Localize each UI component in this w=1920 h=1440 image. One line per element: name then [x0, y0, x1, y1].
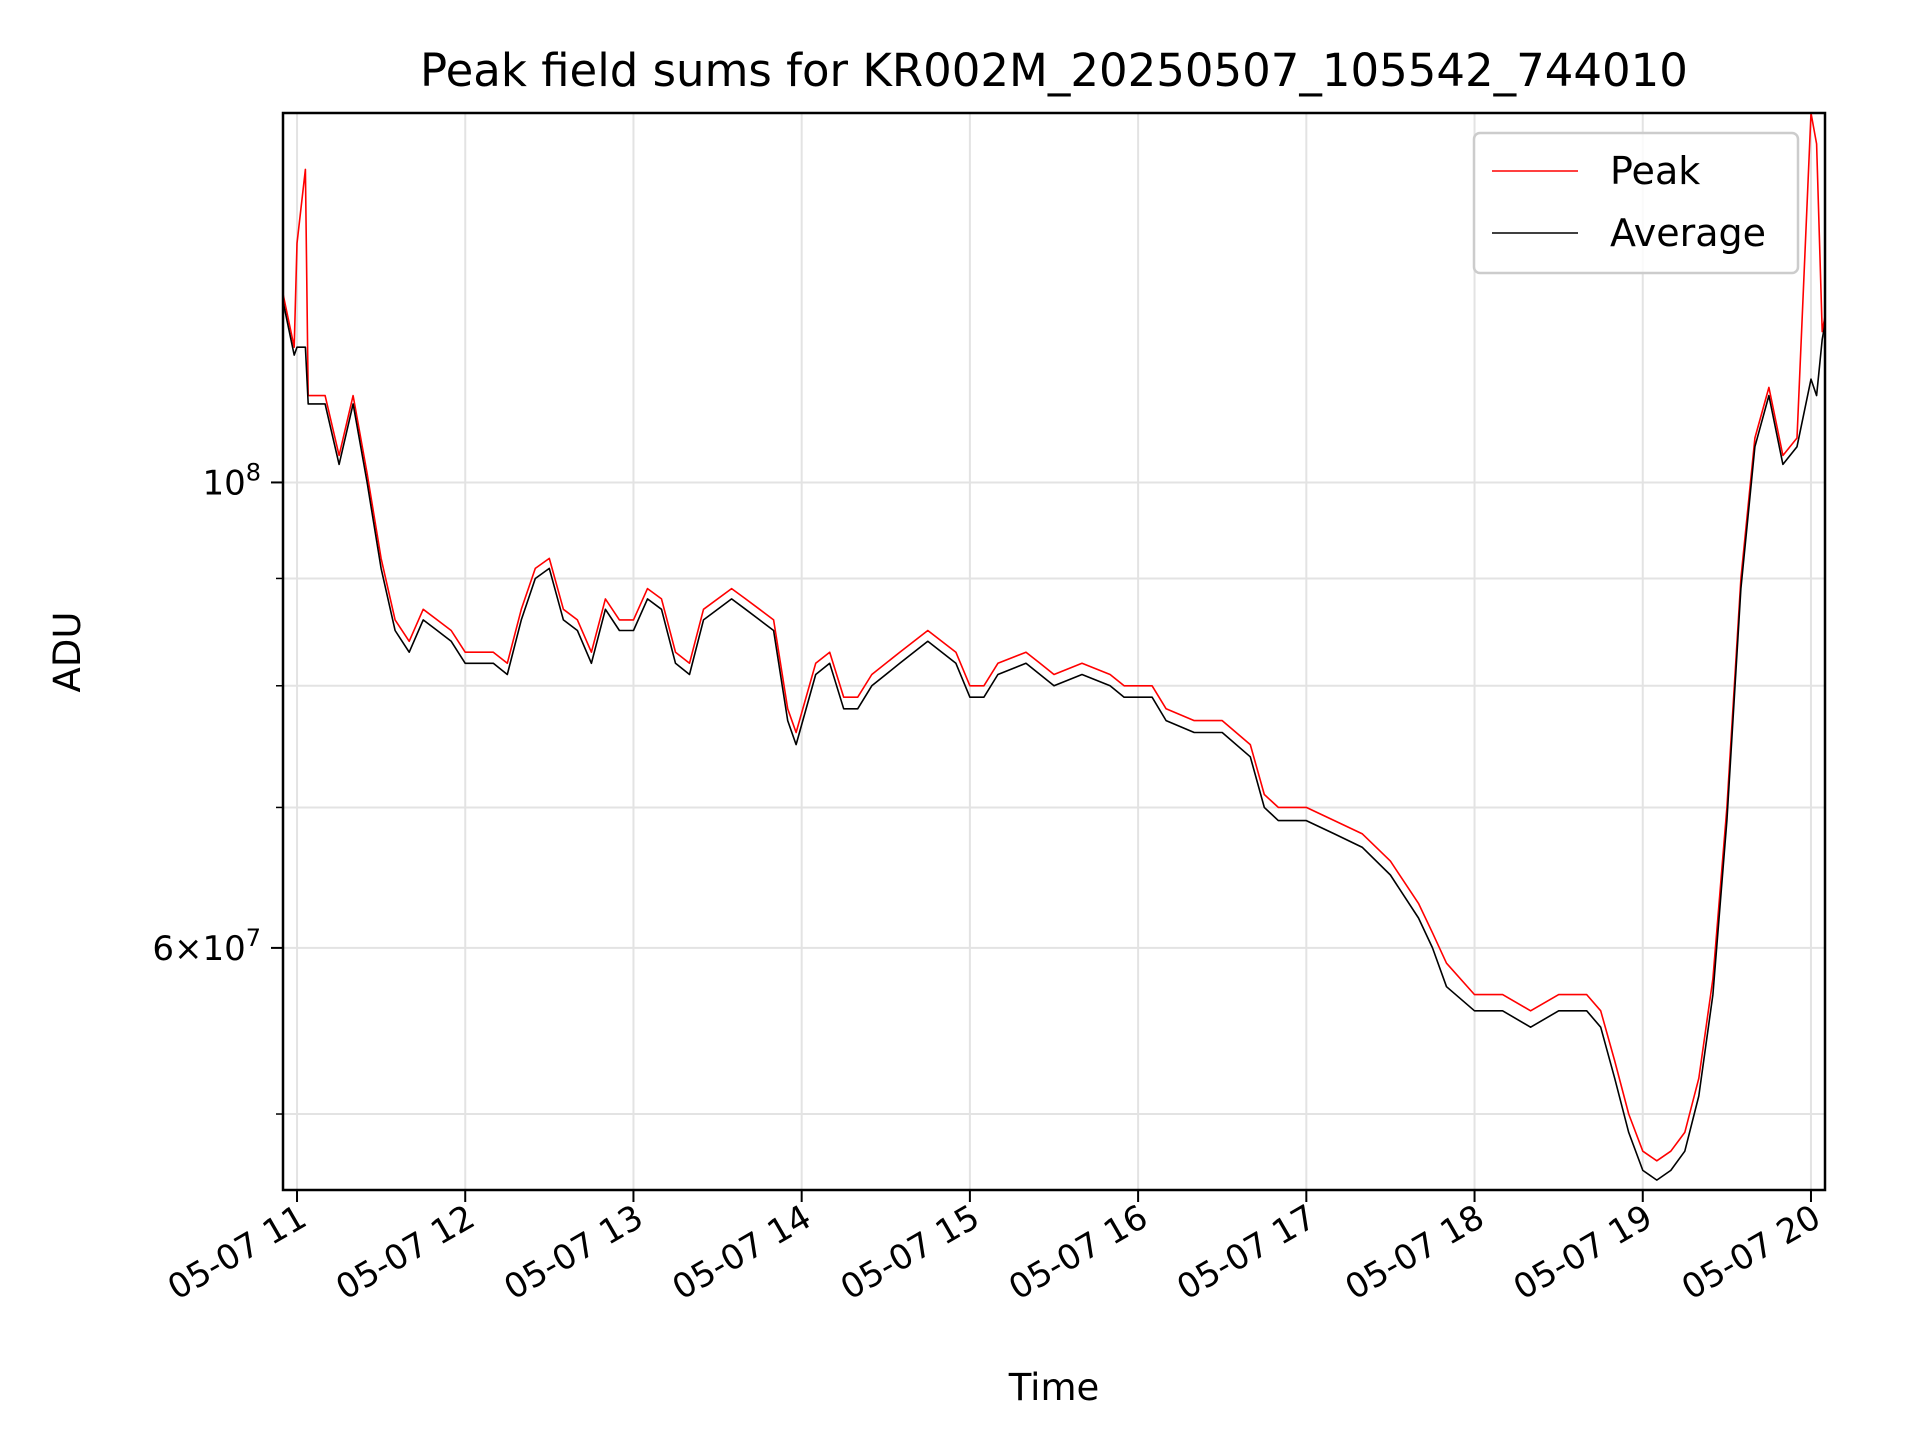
series-line-average	[282, 301, 1826, 1181]
y-tick-label: 108	[202, 458, 261, 503]
grid	[283, 113, 1825, 1190]
legend-box	[1472, 131, 1800, 275]
legend: Peak Average	[1472, 131, 1800, 275]
y-tick-label: 6×107	[152, 924, 261, 969]
series-lines	[282, 112, 1826, 1181]
y-axis-label: ADU	[46, 612, 89, 693]
plot-frame	[281, 111, 1827, 1192]
x-axis-label: Time	[1008, 1366, 1100, 1409]
series-line-peak	[282, 112, 1826, 1162]
legend-label-peak: Peak	[1610, 149, 1700, 193]
chart-title: Peak field sums for KR002M_20250507_1055…	[420, 44, 1688, 97]
legend-label-average: Average	[1610, 211, 1766, 255]
